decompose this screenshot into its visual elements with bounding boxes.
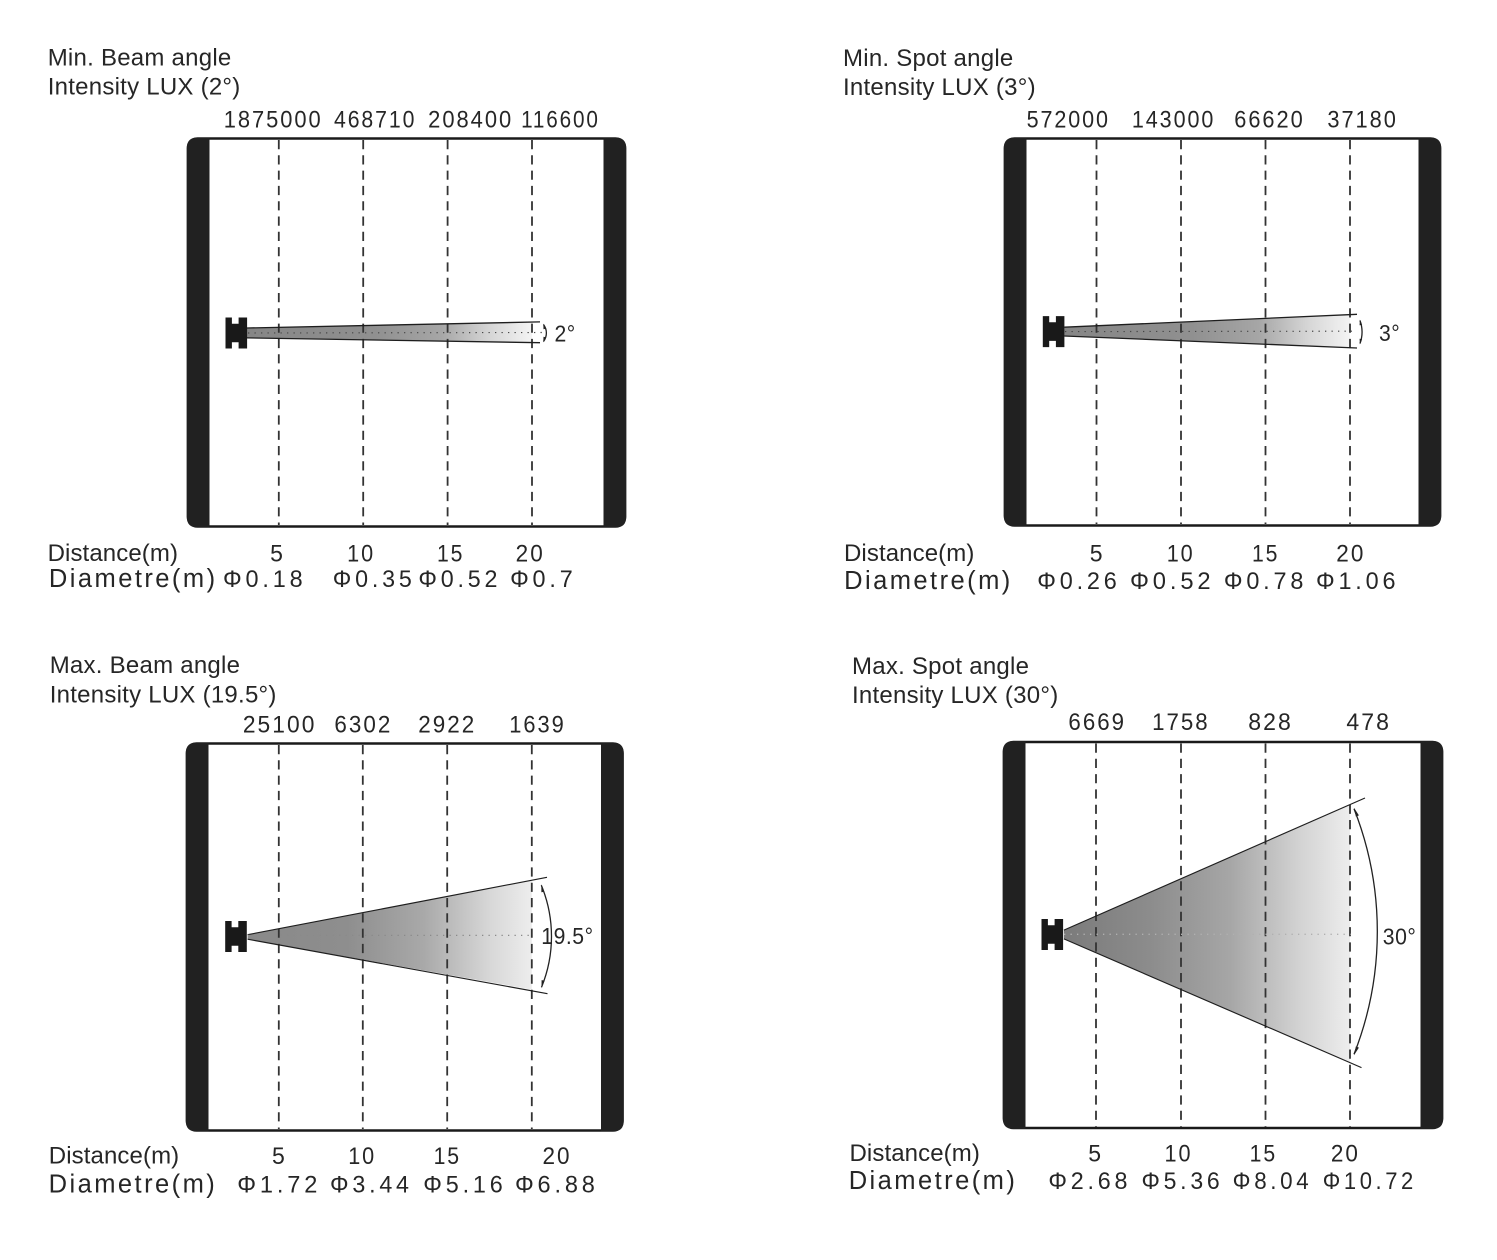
- svg-text:5: 5: [1090, 540, 1105, 568]
- svg-text:Φ0.35: Φ0.35: [333, 565, 416, 593]
- svg-text:2°: 2°: [555, 320, 576, 346]
- svg-text:Distance(m): Distance(m): [48, 540, 178, 567]
- svg-text:Max. Spot angle: Max. Spot angle: [852, 653, 1029, 680]
- svg-text:20: 20: [1336, 540, 1365, 567]
- svg-text:Min. Beam angle: Min. Beam angle: [48, 45, 232, 72]
- svg-text:Φ1.06: Φ1.06: [1316, 568, 1399, 596]
- svg-text:6302: 6302: [334, 711, 392, 738]
- svg-text:Intensity LUX (3°): Intensity LUX (3°): [843, 74, 1036, 101]
- svg-text:Distance(m): Distance(m): [49, 1142, 179, 1169]
- svg-text:Φ3.44: Φ3.44: [330, 1171, 413, 1199]
- svg-text:828: 828: [1248, 708, 1293, 736]
- svg-text:1875000: 1875000: [224, 105, 323, 132]
- svg-text:Φ8.04: Φ8.04: [1233, 1167, 1313, 1194]
- svg-text:5: 5: [1088, 1140, 1103, 1168]
- svg-text:Diametre(m): Diametre(m): [49, 1170, 218, 1198]
- svg-text:3°: 3°: [1379, 320, 1400, 346]
- svg-text:19.5°: 19.5°: [541, 923, 593, 949]
- svg-text:5: 5: [272, 1142, 287, 1170]
- svg-text:15: 15: [1250, 1139, 1277, 1167]
- svg-text:Min. Spot angle: Min. Spot angle: [843, 45, 1014, 72]
- svg-text:Φ0.52: Φ0.52: [418, 565, 501, 593]
- svg-text:15: 15: [434, 1141, 461, 1169]
- svg-text:116600: 116600: [521, 105, 600, 133]
- svg-text:468710: 468710: [334, 105, 416, 133]
- svg-text:37180: 37180: [1327, 105, 1397, 132]
- svg-text:1639: 1639: [509, 710, 565, 737]
- svg-text:Intensity LUX (30°): Intensity LUX (30°): [852, 682, 1058, 709]
- svg-text:5: 5: [270, 540, 285, 568]
- svg-text:Φ0.18: Φ0.18: [223, 565, 306, 593]
- svg-text:Max. Beam angle: Max. Beam angle: [50, 652, 241, 679]
- svg-text:20: 20: [1331, 1140, 1360, 1167]
- svg-text:Diametre(m): Diametre(m): [49, 565, 218, 593]
- svg-text:10: 10: [1167, 539, 1195, 567]
- svg-text:66620: 66620: [1234, 105, 1304, 132]
- svg-text:Φ2.68: Φ2.68: [1048, 1167, 1131, 1195]
- svg-text:478: 478: [1346, 708, 1391, 736]
- svg-text:20: 20: [542, 1142, 571, 1169]
- svg-text:20: 20: [516, 539, 545, 566]
- svg-text:15: 15: [1252, 539, 1279, 567]
- svg-text:2922: 2922: [418, 711, 476, 738]
- svg-text:Φ0.26: Φ0.26: [1037, 568, 1120, 596]
- svg-text:Distance(m): Distance(m): [844, 540, 974, 567]
- svg-text:10: 10: [1164, 1139, 1192, 1167]
- svg-text:Φ6.88: Φ6.88: [515, 1171, 599, 1199]
- svg-text:6669: 6669: [1068, 708, 1126, 735]
- svg-text:Intensity LUX (2°): Intensity LUX (2°): [48, 73, 241, 100]
- svg-text:10: 10: [348, 1142, 376, 1170]
- svg-text:1758: 1758: [1152, 708, 1210, 735]
- svg-text:10: 10: [347, 539, 375, 567]
- svg-text:Φ0.7: Φ0.7: [510, 565, 576, 593]
- svg-text:Φ0.78: Φ0.78: [1224, 568, 1307, 596]
- svg-text:15: 15: [437, 539, 464, 567]
- svg-text:208400: 208400: [428, 105, 513, 132]
- svg-text:Intensity LUX (19.5°): Intensity LUX (19.5°): [50, 682, 277, 709]
- svg-text:Diametre(m): Diametre(m): [849, 1167, 1018, 1195]
- svg-text:Φ5.36: Φ5.36: [1142, 1167, 1224, 1195]
- svg-text:25100: 25100: [243, 712, 317, 739]
- svg-text:572000: 572000: [1027, 105, 1110, 133]
- svg-text:Φ1.72: Φ1.72: [237, 1171, 321, 1199]
- svg-text:Diametre(m): Diametre(m): [844, 567, 1013, 595]
- svg-text:Φ10.72: Φ10.72: [1323, 1167, 1417, 1194]
- svg-text:Distance(m): Distance(m): [850, 1140, 980, 1167]
- svg-text:30°: 30°: [1383, 924, 1417, 950]
- svg-text:143000: 143000: [1132, 105, 1215, 133]
- svg-text:Φ5.16: Φ5.16: [423, 1171, 506, 1199]
- svg-text:Φ0.52: Φ0.52: [1130, 568, 1215, 595]
